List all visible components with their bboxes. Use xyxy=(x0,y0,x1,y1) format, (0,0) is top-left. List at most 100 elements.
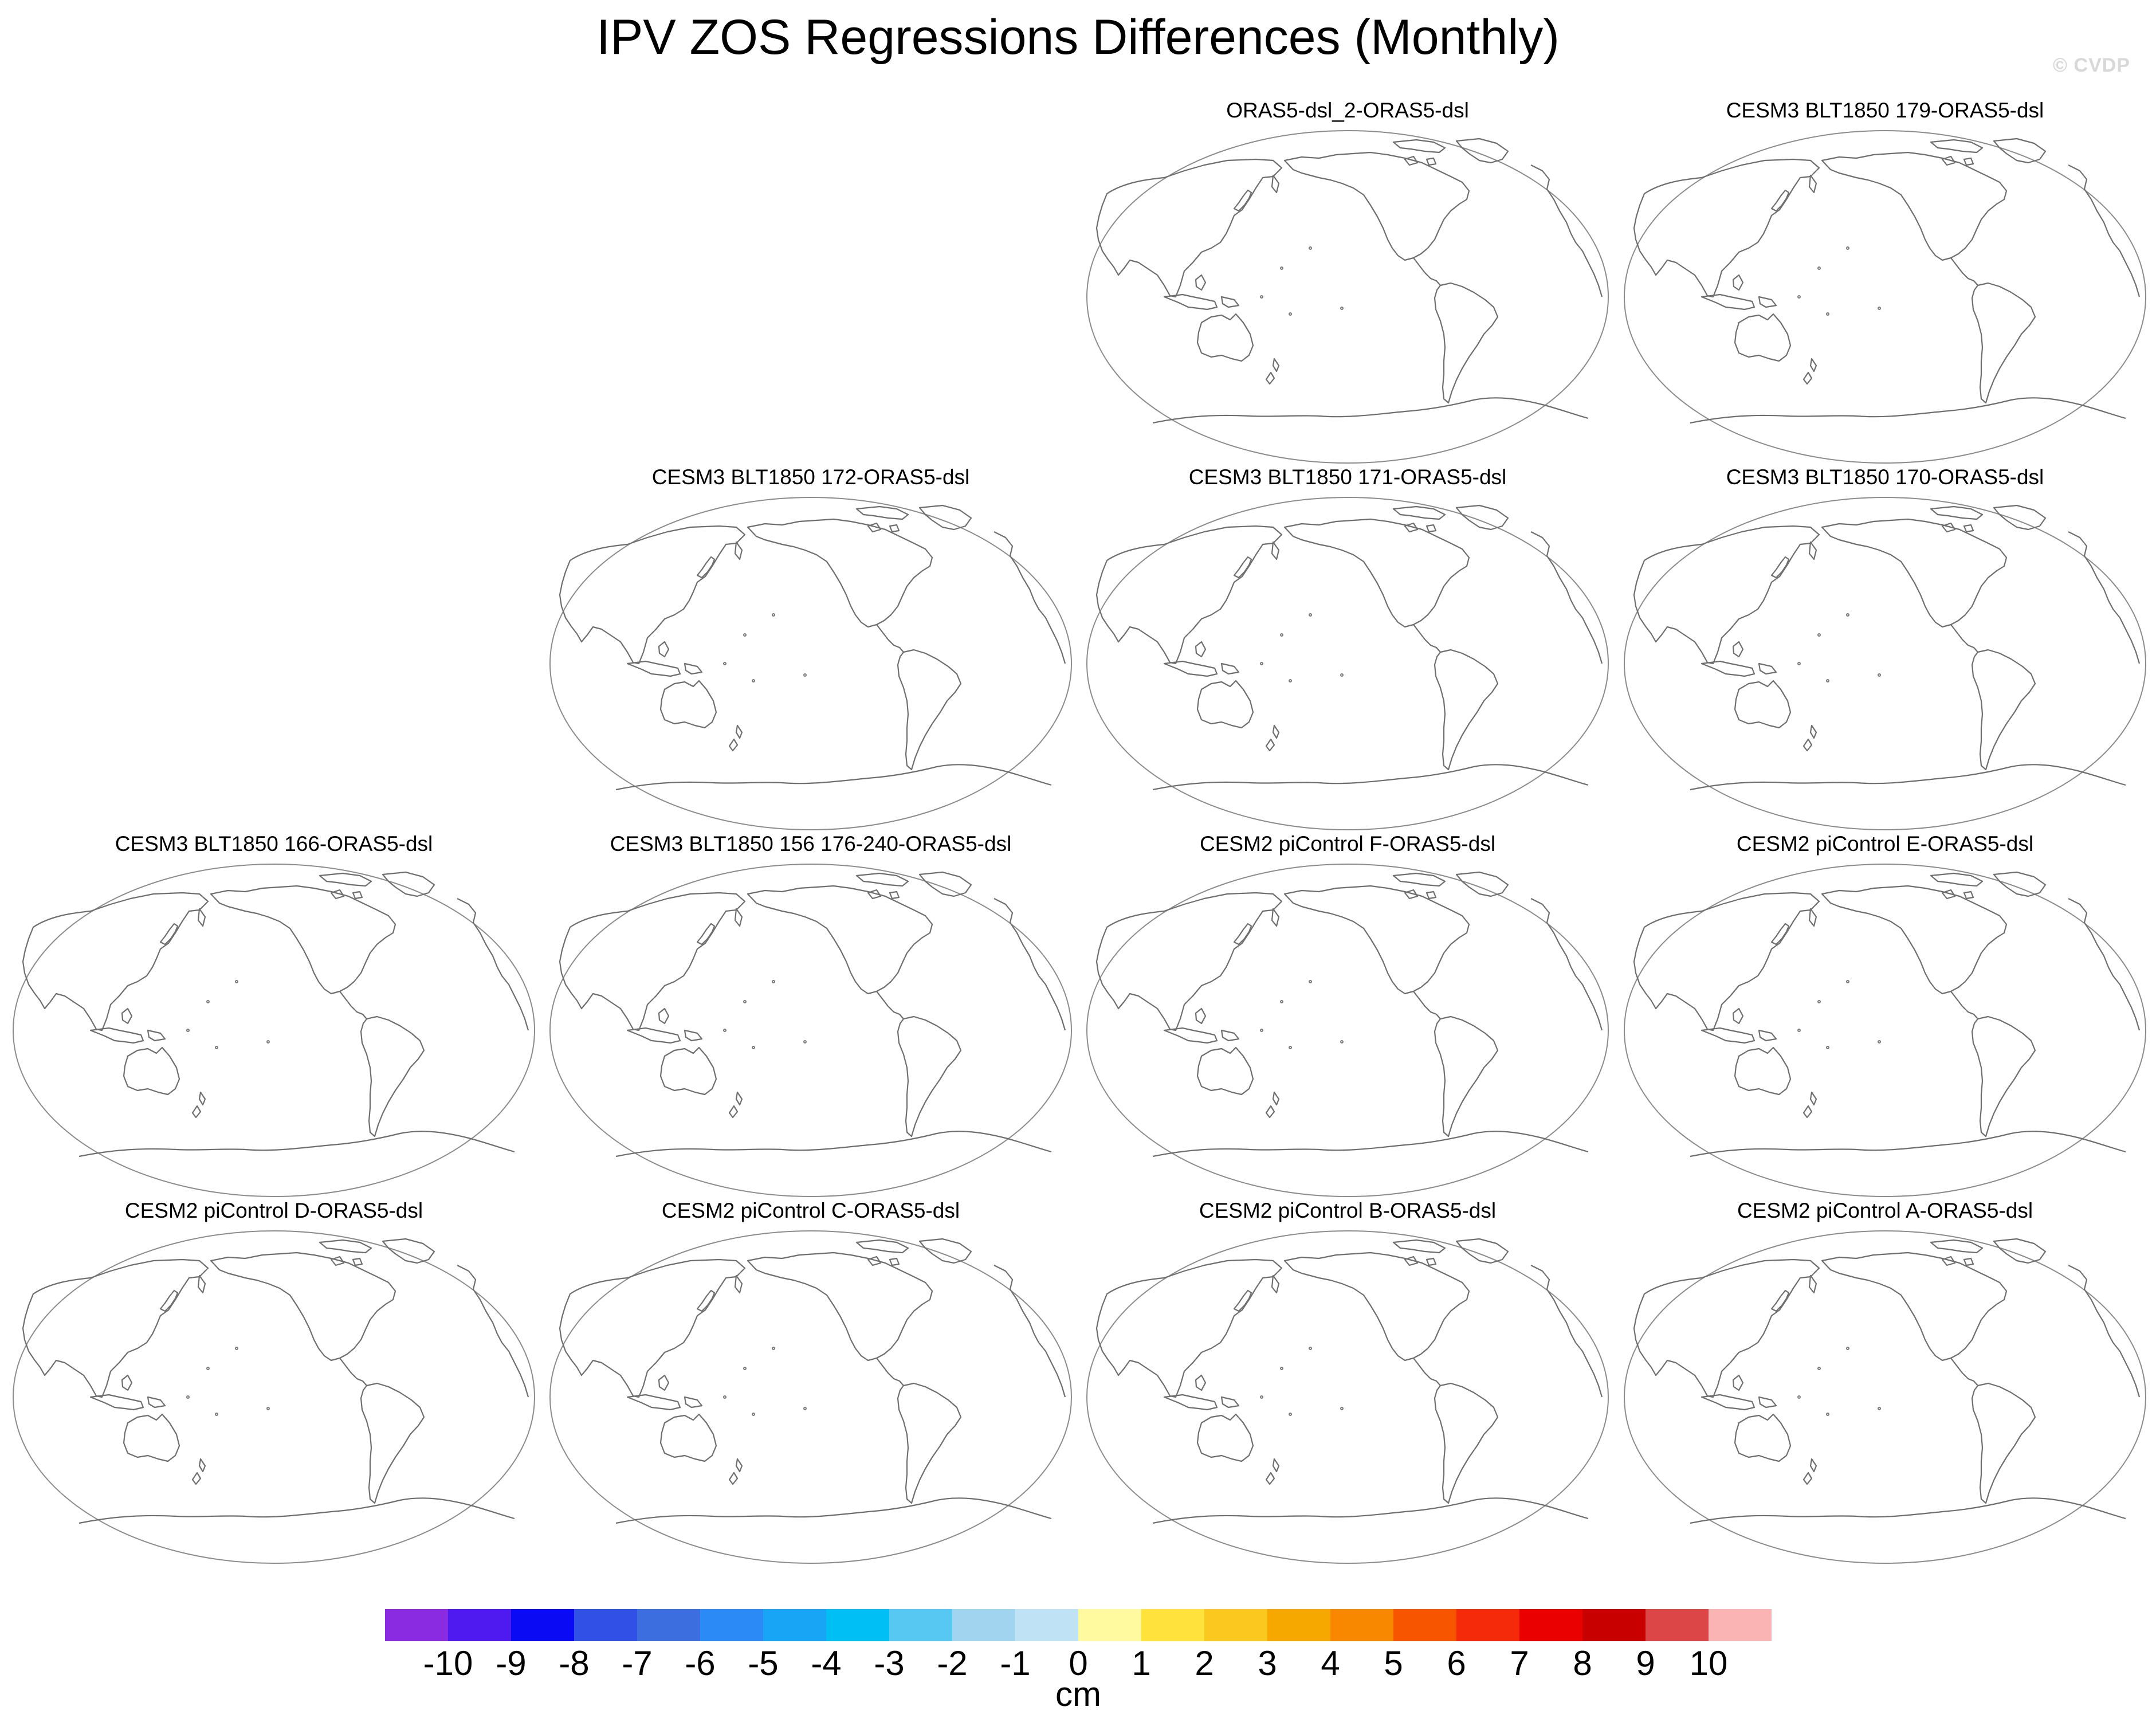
south-america-coastline xyxy=(1434,1015,1499,1137)
south-america-coastline xyxy=(1434,649,1499,771)
world-map xyxy=(1624,1230,2146,1564)
japan-coastline xyxy=(1233,556,1252,579)
atlantic-coastline xyxy=(1530,531,1603,664)
colorbar-box xyxy=(1393,1609,1457,1641)
pacific-island xyxy=(803,673,807,677)
map-panel: CESM3 BLT1850 170-ORAS5-dsl xyxy=(1621,464,2149,842)
colorbar-box xyxy=(889,1609,953,1641)
pacific-island xyxy=(1846,613,1849,617)
japan-coastline xyxy=(1770,556,1790,579)
kamchatka-coastline xyxy=(1271,174,1280,194)
antarctica-coastline xyxy=(615,764,1052,791)
japan-coastline xyxy=(696,556,716,579)
central-america-coastline xyxy=(339,991,367,1019)
panel-title: CESM3 BLT1850 170-ORAS5-dsl xyxy=(1726,465,2044,489)
map-panel: CESM2 piControl A-ORAS5-dsl xyxy=(1621,1198,2149,1576)
north-america-coastline xyxy=(1821,518,2008,628)
colorbar-tick-label: -7 xyxy=(622,1644,653,1682)
indonesia-coastline xyxy=(89,1374,166,1411)
arctic-islands-coastline xyxy=(1930,1238,2047,1266)
new-zealand-coastline xyxy=(1265,358,1280,385)
pacific-island xyxy=(1260,1395,1263,1399)
central-america-coastline xyxy=(1413,624,1441,653)
pacific-island xyxy=(752,679,755,682)
central-america-coastline xyxy=(876,624,904,653)
pacific-island xyxy=(1260,1029,1263,1032)
world-map xyxy=(13,864,535,1197)
pacific-island xyxy=(235,1347,238,1350)
north-america-coastline xyxy=(747,518,933,628)
colorbar-box xyxy=(637,1609,701,1641)
colorbar-tick-label: -8 xyxy=(559,1644,590,1682)
pacific-island xyxy=(215,1046,218,1049)
south-america-coastline xyxy=(897,1015,962,1137)
atlantic-coastline xyxy=(2068,531,2141,664)
arctic-islands-coastline xyxy=(319,1238,435,1266)
map-panel: CESM3 BLT1850 172-ORAS5-dsl xyxy=(547,464,1074,842)
pacific-island xyxy=(1797,295,1801,299)
australia-coastline xyxy=(1734,1413,1792,1462)
pacific-island xyxy=(1817,266,1821,270)
colorbar-box xyxy=(385,1609,449,1641)
antarctica-coastline xyxy=(615,1497,1052,1524)
world-map xyxy=(549,497,1072,830)
indonesia-coastline xyxy=(1701,1007,1777,1044)
map-panel: CESM2 piControl F-ORAS5-dsl xyxy=(1084,831,1611,1209)
australia-coastline xyxy=(1734,680,1792,729)
arctic-islands-coastline xyxy=(1392,504,1509,533)
asia-coastline xyxy=(1633,1258,1820,1398)
pacific-island xyxy=(1846,980,1849,983)
colorbar-tick-label: -3 xyxy=(874,1644,905,1682)
japan-coastline xyxy=(696,923,716,946)
indonesia-coastline xyxy=(1701,1374,1777,1411)
atlantic-coastline xyxy=(2068,1265,2141,1398)
pacific-island xyxy=(206,1000,210,1003)
central-america-coastline xyxy=(1413,991,1441,1019)
pacific-island xyxy=(743,1367,747,1370)
map-boundary xyxy=(1086,1230,1609,1564)
new-zealand-coastline xyxy=(1802,358,1817,385)
world-map xyxy=(1086,1230,1609,1564)
world-map xyxy=(1624,130,2146,464)
new-zealand-coastline xyxy=(1265,724,1280,752)
pacific-island xyxy=(752,1046,755,1049)
panel-title: CESM3 BLT1850 171-ORAS5-dsl xyxy=(1188,465,1507,489)
australia-coastline xyxy=(1196,1046,1254,1096)
south-america-coastline xyxy=(360,1382,425,1504)
colorbar-tick-label: 1 xyxy=(1132,1644,1151,1682)
arctic-islands-coastline xyxy=(855,1238,972,1266)
kamchatka-coastline xyxy=(1808,908,1817,927)
atlantic-coastline xyxy=(1530,164,1603,297)
north-america-coastline xyxy=(1283,885,1470,995)
arctic-islands-coastline xyxy=(1930,871,2047,900)
panel-title: CESM3 BLT1850 166-ORAS5-dsl xyxy=(115,832,433,856)
pacific-island xyxy=(266,1040,270,1044)
colorbar-tick-label: 2 xyxy=(1195,1644,1214,1682)
pacific-island xyxy=(1260,662,1263,665)
new-zealand-coastline xyxy=(1265,1458,1280,1485)
pacific-island xyxy=(803,1040,807,1044)
antarctica-coastline xyxy=(1690,397,2126,424)
colorbar-tick-label: 8 xyxy=(1573,1644,1592,1682)
asia-coastline xyxy=(559,892,746,1031)
panel-title: CESM3 BLT1850 179-ORAS5-dsl xyxy=(1726,99,2044,122)
colorbar-unit: cm xyxy=(1055,1675,1101,1713)
north-america-coastline xyxy=(210,1252,396,1362)
map-panel: CESM2 piControl D-ORAS5-dsl xyxy=(10,1198,537,1576)
new-zealand-coastline xyxy=(191,1458,206,1485)
pacific-island xyxy=(1797,662,1801,665)
south-america-coastline xyxy=(1971,649,2036,771)
map-boundary xyxy=(549,1230,1072,1564)
pacific-island xyxy=(1826,679,1829,682)
pacific-island xyxy=(1260,295,1263,299)
colorbar-tick-label: 5 xyxy=(1384,1644,1403,1682)
north-america-coastline xyxy=(210,885,396,995)
world-map xyxy=(1624,497,2146,830)
indonesia-coastline xyxy=(626,641,703,677)
kamchatka-coastline xyxy=(734,1274,743,1294)
antarctica-coastline xyxy=(1152,1131,1589,1158)
north-america-coastline xyxy=(1283,518,1470,628)
new-zealand-coastline xyxy=(728,724,743,752)
pacific-island xyxy=(1280,266,1283,270)
world-map xyxy=(549,864,1072,1197)
